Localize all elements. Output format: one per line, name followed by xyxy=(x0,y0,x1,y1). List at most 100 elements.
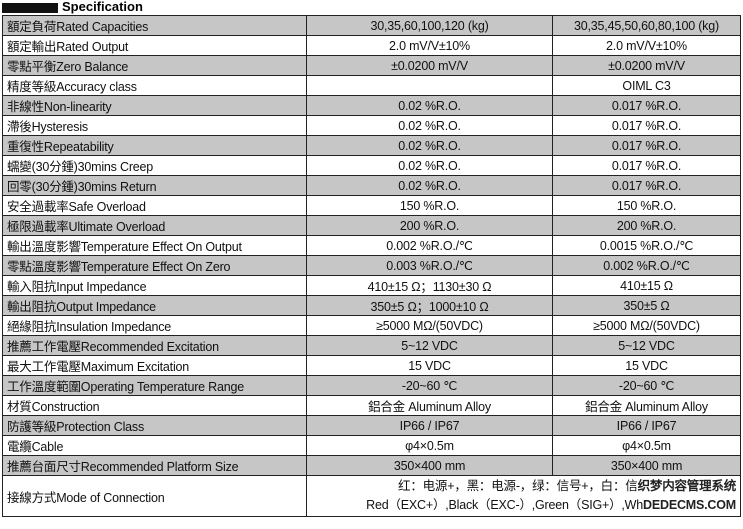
spec-label: 絕緣阻抗Insulation Impedance xyxy=(2,315,307,336)
value-model-2: 150 %R.O. xyxy=(552,195,741,216)
value-model-2: 0.017 %R.O. xyxy=(552,115,741,136)
value-model-1: ≥5000 MΩ/(50VDC) xyxy=(306,315,553,336)
value-model-2: 0.017 %R.O. xyxy=(552,95,741,116)
value-model-2: 350±5 Ω xyxy=(552,295,741,316)
value-model-1: 鋁合金 Aluminum Alloy xyxy=(306,395,553,416)
spec-label: 推薦台面尺寸Recommended Platform Size xyxy=(2,455,307,476)
value-model-2: ±0.0200 mV/V xyxy=(552,55,741,76)
spec-label: 最大工作電壓Maximum Excitation xyxy=(2,355,307,376)
table-row: 推薦工作電壓Recommended Excitation 5~12 VDC 5~12… xyxy=(2,335,741,356)
table-row: 防護等級Protection Class IP66 / IP67 IP66 / IP… xyxy=(2,415,741,436)
table-row: 工作溫度範圍Operating Temperature Range -20~60 … xyxy=(2,375,741,396)
table-row: 材質Construction 鋁合金 Aluminum Alloy 鋁合金 Alum… xyxy=(2,395,741,416)
value-model-2: 2.0 mV/V±10% xyxy=(552,35,741,56)
spec-label: 滯後Hysteresis xyxy=(2,115,307,136)
connection-line-en: Red（EXC+）,Black（EXC-）,Green（SIG+）,Wh xyxy=(366,498,644,512)
value-model-2: IP66 / IP67 xyxy=(552,415,741,436)
table-row: 精度等級Accuracy class OIML C3 xyxy=(2,75,741,96)
table-row: 回零(30分鍾)30mins Return 0.02 %R.O. 0.017 %R.… xyxy=(2,175,741,196)
section-title: Specification xyxy=(2,0,143,14)
value-model-1: IP66 / IP67 xyxy=(306,415,553,436)
value-model-1: 0.002 %R.O./℃ xyxy=(306,235,553,256)
value-model-2: 5~12 VDC xyxy=(552,335,741,356)
value-model-1: -20~60 ℃ xyxy=(306,375,553,396)
value-model-1: 0.003 %R.O./℃ xyxy=(306,255,553,276)
spec-label: 極限過載率Ultimate Overload xyxy=(2,215,307,236)
spec-label: 輸出阻抗Output Impedance xyxy=(2,295,307,316)
table-row: 滯後Hysteresis 0.02 %R.O. 0.017 %R.O. xyxy=(2,115,741,136)
table-row: 零點溫度影響Temperature Effect On Zero 0.003 %R… xyxy=(2,255,741,276)
value-model-1: 5~12 VDC xyxy=(306,335,553,356)
spec-table: 額定負荷Rated Capacities 30,35,60,100,120 (kg… xyxy=(2,15,741,517)
value-model-1: ±0.0200 mV/V xyxy=(306,55,553,76)
value-model-1: 30,35,60,100,120 (kg) xyxy=(306,15,553,36)
spec-label: 回零(30分鍾)30mins Return xyxy=(2,175,307,196)
spec-label: 重復性Repeatability xyxy=(2,135,307,156)
spec-label: 輸出溫度影響Temperature Effect On Output xyxy=(2,235,307,256)
value-model-2: 0.017 %R.O. xyxy=(552,135,741,156)
spec-label: 接線方式Mode of Connection xyxy=(2,475,307,517)
table-row: 零點平衡Zero Balance ±0.0200 mV/V ±0.0200 mV/V xyxy=(2,55,741,76)
table-row: 極限過載率Ultimate Overload 200 %R.O. 200 %R.O. xyxy=(2,215,741,236)
value-model-1: 0.02 %R.O. xyxy=(306,95,553,116)
value-model-1: φ4×0.5m xyxy=(306,435,553,456)
connection-value: 红：电源+，黑：电源-，绿：信号+，白：信织梦内容管理系统 Red（EXC+）,B… xyxy=(306,475,741,517)
table-row: 輸出阻抗Output Impedance 350±5 Ω；1000±10 Ω 350… xyxy=(2,295,741,316)
spec-label: 精度等級Accuracy class xyxy=(2,75,307,96)
spec-label: 額定負荷Rated Capacities xyxy=(2,15,307,36)
value-model-2: φ4×0.5m xyxy=(552,435,741,456)
table-row: 最大工作電壓Maximum Excitation 15 VDC 15 VDC xyxy=(2,355,741,376)
connection-line-cn: 红：电源+，黑：电源-，绿：信号+，白：信 xyxy=(398,479,638,493)
spec-label: 蠕變(30分鍾)30mins Creep xyxy=(2,155,307,176)
value-model-2: 30,35,45,50,60,80,100 (kg) xyxy=(552,15,741,36)
value-model-1: 350×400 mm xyxy=(306,455,553,476)
spec-label: 防護等級Protection Class xyxy=(2,415,307,436)
spec-label: 工作溫度範圍Operating Temperature Range xyxy=(2,375,307,396)
table-row: 額定負荷Rated Capacities 30,35,60,100,120 (kg… xyxy=(2,15,741,36)
spec-label: 非線性Non-linearity xyxy=(2,95,307,116)
value-model-2: 0.017 %R.O. xyxy=(552,155,741,176)
value-model-1: 0.02 %R.O. xyxy=(306,155,553,176)
table-row: 安全過載率Safe Overload 150 %R.O. 150 %R.O. xyxy=(2,195,741,216)
value-model-2: 0.017 %R.O. xyxy=(552,175,741,196)
value-model-1: 410±15 Ω；1130±30 Ω xyxy=(306,275,553,296)
spec-label: 零點平衡Zero Balance xyxy=(2,55,307,76)
spec-label: 推薦工作電壓Recommended Excitation xyxy=(2,335,307,356)
spec-label: 額定輸出Rated Output xyxy=(2,35,307,56)
table-row-connection: 接線方式Mode of Connection 红：电源+，黑：电源-，绿：信号+，… xyxy=(2,475,741,517)
value-model-1: 15 VDC xyxy=(306,355,553,376)
watermark-en: DEDECMS.COM xyxy=(643,498,736,512)
value-model-2: ≥5000 MΩ/(50VDC) xyxy=(552,315,741,336)
table-row: 額定輸出Rated Output 2.0 mV/V±10% 2.0 mV/V±10% xyxy=(2,35,741,56)
value-model-1 xyxy=(306,75,553,96)
value-model-2: OIML C3 xyxy=(552,75,741,96)
value-model-2: 0.0015 %R.O./℃ xyxy=(552,235,741,256)
table-row: 推薦台面尺寸Recommended Platform Size 350×400 m… xyxy=(2,455,741,476)
spec-label: 材質Construction xyxy=(2,395,307,416)
value-model-1: 0.02 %R.O. xyxy=(306,135,553,156)
table-row: 蠕變(30分鍾)30mins Creep 0.02 %R.O. 0.017 %R.O… xyxy=(2,155,741,176)
value-model-1: 0.02 %R.O. xyxy=(306,115,553,136)
value-model-2: 410±15 Ω xyxy=(552,275,741,296)
value-model-2: 350×400 mm xyxy=(552,455,741,476)
table-row: 電纜Cable φ4×0.5m φ4×0.5m xyxy=(2,435,741,456)
value-model-2: 0.002 %R.O./℃ xyxy=(552,255,741,276)
spec-label: 零點溫度影響Temperature Effect On Zero xyxy=(2,255,307,276)
table-row: 絕緣阻抗Insulation Impedance ≥5000 MΩ/(50VDC)… xyxy=(2,315,741,336)
spec-label: 電纜Cable xyxy=(2,435,307,456)
table-row: 輸入阻抗Input Impedance 410±15 Ω；1130±30 Ω 410… xyxy=(2,275,741,296)
value-model-1: 200 %R.O. xyxy=(306,215,553,236)
value-model-2: -20~60 ℃ xyxy=(552,375,741,396)
title-chinese-block xyxy=(2,2,58,13)
value-model-2: 鋁合金 Aluminum Alloy xyxy=(552,395,741,416)
table-row: 重復性Repeatability 0.02 %R.O. 0.017 %R.O. xyxy=(2,135,741,156)
watermark-cn: 织梦内容管理系统 xyxy=(637,479,737,493)
table-row: 輸出溫度影響Temperature Effect On Output 0.002 … xyxy=(2,235,741,256)
spec-label: 輸入阻抗Input Impedance xyxy=(2,275,307,296)
value-model-2: 200 %R.O. xyxy=(552,215,741,236)
value-model-1: 150 %R.O. xyxy=(306,195,553,216)
value-model-1: 0.02 %R.O. xyxy=(306,175,553,196)
value-model-2: 15 VDC xyxy=(552,355,741,376)
spec-label: 安全過載率Safe Overload xyxy=(2,195,307,216)
value-model-1: 350±5 Ω；1000±10 Ω xyxy=(306,295,553,316)
